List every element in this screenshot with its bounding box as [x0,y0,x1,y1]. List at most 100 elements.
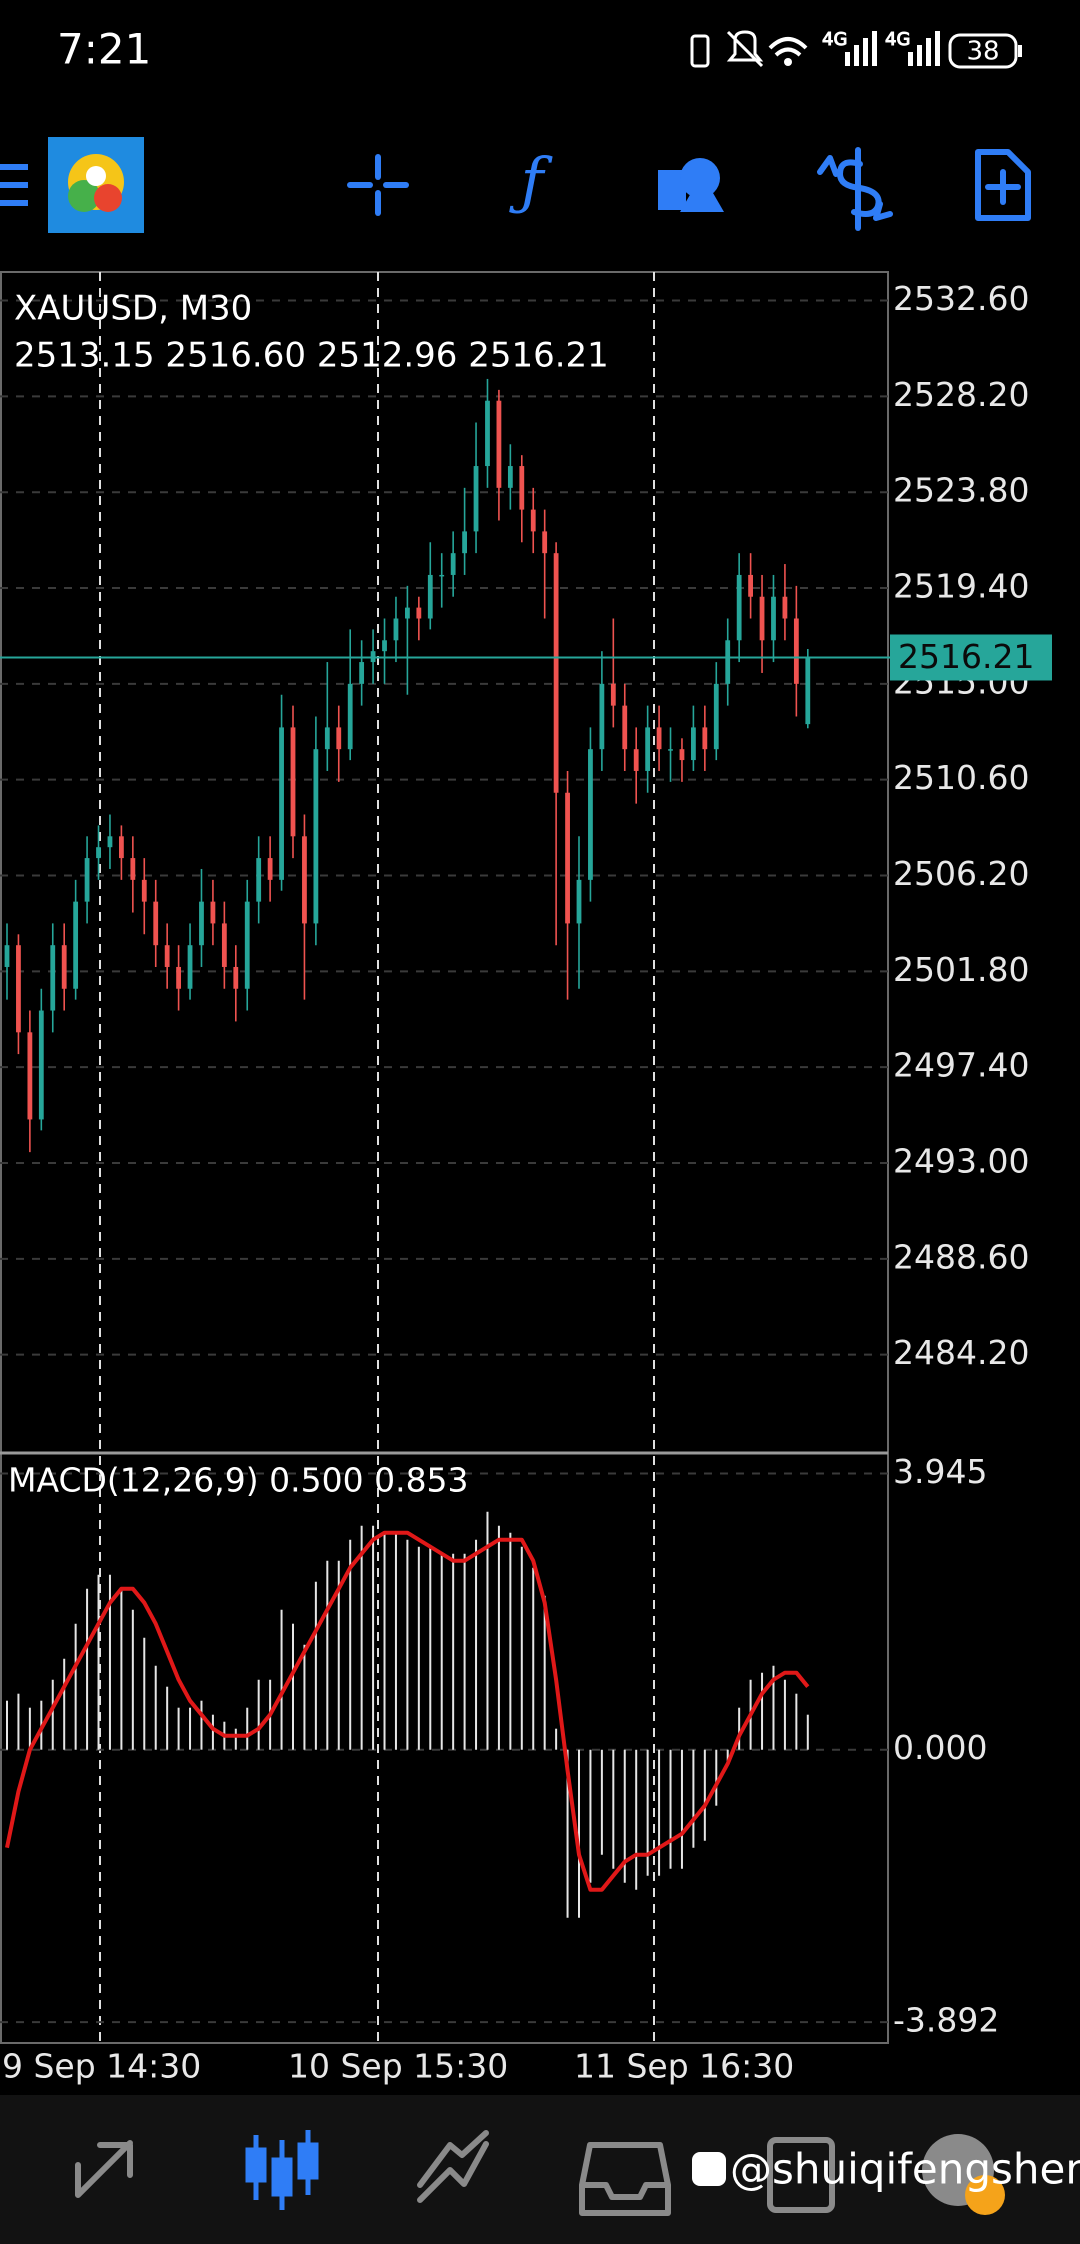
candle-body [61,945,67,989]
candle-body [336,727,342,750]
watermark: @shuiqifengsheng [730,2145,1080,2194]
candle-body [473,466,479,532]
candle-body [50,945,56,1011]
y-tick-label: 2510.60 [893,758,1029,797]
candle-body [530,509,536,532]
y-tick-label: 2493.00 [893,1141,1029,1180]
x-tick-label: 9 Sep 14:30 [2,2047,201,2086]
news-tab[interactable] [767,2137,835,2213]
candle-body [793,618,799,684]
candle-body [382,640,387,652]
candle-body [290,727,296,837]
x-tick-label: 10 Sep 15:30 [288,2047,508,2086]
candle-body [393,618,399,641]
candle-body [107,836,113,848]
bottom-nav [0,2095,1080,2244]
candle-body [187,945,193,989]
candle-body [210,901,216,924]
candle-body [622,705,628,750]
candle-body [553,553,559,793]
candle-body [485,400,490,467]
candle-body [713,683,719,750]
candle-body [599,683,605,750]
candle-body [507,466,513,488]
current-price-label: 2516.21 [898,637,1034,676]
candle-body [656,727,662,750]
candle-body [645,727,651,771]
period-separators [99,272,655,2043]
history-tab[interactable] [579,2142,671,2216]
candle-body [16,945,21,1033]
candle-body [736,574,742,641]
menu-button[interactable] [0,164,28,206]
candle-body [302,836,307,924]
candle-body [313,749,319,924]
y-tick-label: 0.000 [893,1728,987,1767]
candle-body [221,923,227,967]
candle-body [416,607,422,619]
candle-body [130,858,136,880]
candle-body [679,749,685,761]
candle-body [119,836,124,859]
candle-body [73,901,79,989]
y-tick-label: 2497.40 [893,1046,1029,1085]
indicators-button[interactable]: ƒ [509,144,554,217]
ohlc-readout: 2513.15 2516.60 2512.96 2516.21 [14,336,609,376]
messages-badge [965,2175,1005,2215]
y-tick-label: -3.892 [893,2001,999,2040]
candle-body [164,945,170,967]
candle-body [588,749,593,880]
candle-body [267,858,273,880]
candle-body [347,683,353,750]
battery-level: 38 [966,37,999,67]
y-tick-label: 2488.60 [893,1237,1029,1276]
candle-body [439,574,445,577]
svg-text:4G: 4G [885,29,910,50]
plot: 2532.602528.202523.802519.402515.002510.… [0,279,1052,2086]
candle-body [633,749,639,771]
y-tick-label: 2519.40 [893,567,1029,606]
svg-text:4G: 4G [822,29,847,50]
objects-button[interactable] [658,158,724,212]
y-tick-label: 3.945 [893,1452,987,1491]
candle-body [405,607,410,619]
chart-frame [0,271,889,2044]
candle-body [256,858,262,902]
candle-body [805,657,811,725]
candle-body [279,727,284,880]
candle-body [782,596,788,619]
candle-body [233,966,239,989]
quotes-tab[interactable] [75,2140,133,2198]
status-icons: 4G 4G [690,29,1022,69]
candle-body [244,901,250,989]
current-price-tag [890,634,1052,681]
y-tick-label: 2506.20 [893,854,1029,893]
trade-tab[interactable] [417,2130,489,2203]
candle-body [576,879,582,924]
candle-body [96,847,101,859]
candle-body [542,531,548,554]
candle-body [324,727,330,750]
candle-body [691,727,696,761]
candle-body [141,879,147,902]
y-tick-label: 2501.80 [893,950,1029,989]
crosshair-button[interactable] [347,154,409,216]
trade-button[interactable] [817,147,893,231]
y-tick-label: 2484.20 [893,1333,1029,1372]
chart-tab[interactable] [245,2130,319,2210]
candle-body [771,596,776,641]
x-tick-label: 11 Sep 16:30 [574,2047,794,2086]
candle-body [725,640,731,684]
candle-body [450,553,456,575]
candle-body [4,945,10,967]
candle-body [462,531,467,554]
signal-line [5,1530,810,1892]
candle-body [668,749,673,751]
candle-body [199,901,204,946]
candle-body [565,792,570,924]
app-logo[interactable] [48,137,144,233]
new-order-button[interactable] [975,149,1031,221]
status-time: 7:21 [57,25,151,74]
candle-body [359,662,365,684]
